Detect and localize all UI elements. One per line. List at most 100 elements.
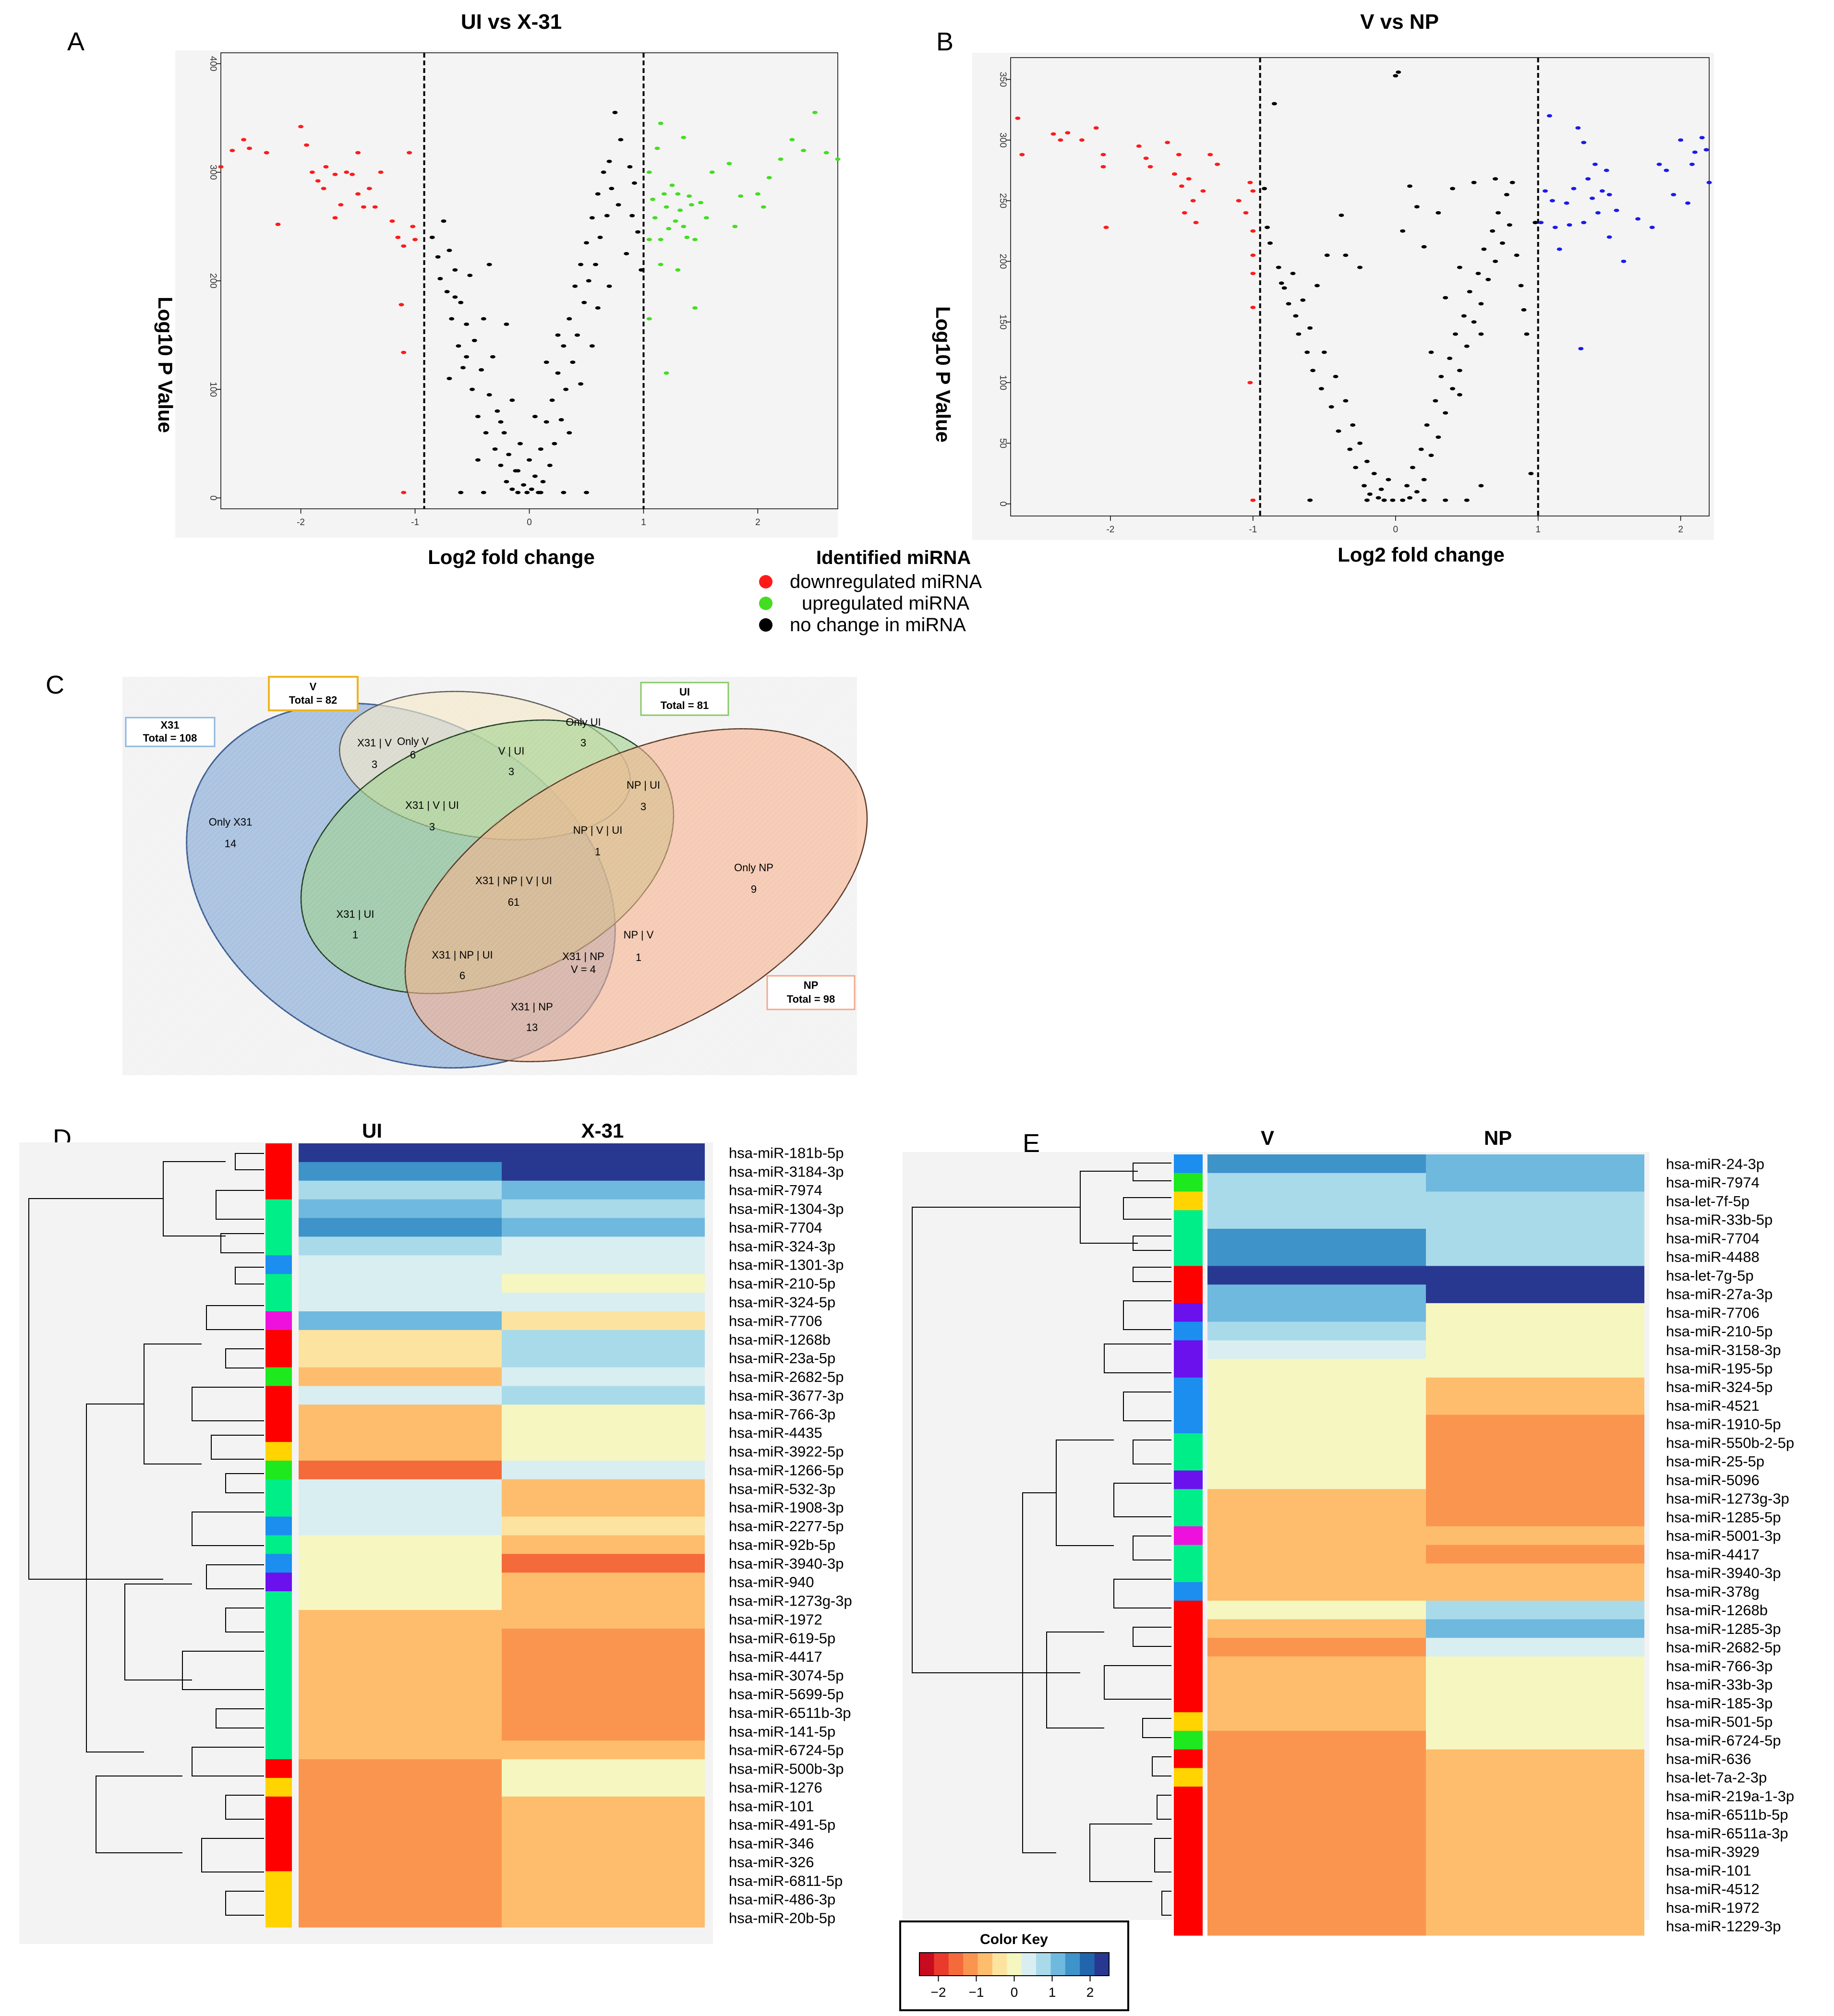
venn-box-np-title: NP: [804, 979, 819, 991]
dendrogram-branch: [182, 1651, 264, 1690]
heatmap-cell: [299, 1628, 502, 1648]
point-downregulated-miRNA: [241, 138, 247, 142]
panel-letter-c: C: [46, 671, 64, 699]
dendrogram-branch: [1142, 1718, 1171, 1738]
point-no-change-in-miRNA: [529, 487, 534, 491]
row-label: hsa-miR-3158-3p: [1666, 1342, 1781, 1358]
point-downregulated-miRNA: [1065, 131, 1071, 135]
point-no-change-in-miRNA: [1400, 229, 1406, 233]
group-color-cell: [1174, 1321, 1203, 1341]
row-label: hsa-miR-324-5p: [1666, 1379, 1773, 1395]
venn-box-np-total: Total = 98: [787, 993, 835, 1005]
point-no-change-in-miRNA: [581, 300, 587, 304]
point-no-change-in-miRNA: [1328, 405, 1334, 409]
heatmap-cell: [1207, 1712, 1426, 1731]
heatmap-cell: [502, 1834, 705, 1853]
group-color-cell: [1174, 1377, 1203, 1397]
point-downregulated-miRNA: [1186, 177, 1192, 181]
dendrogram-branch: [1133, 1163, 1171, 1181]
point-upregulated-miRNA: [1571, 187, 1577, 191]
point-upregulated-miRNA: [1671, 192, 1677, 196]
row-label: hsa-miR-550b-2-5p: [1666, 1434, 1794, 1451]
plot-b-axes: -2 -1 0 1 2 0 50 100 150 200 250 300 350: [998, 72, 1683, 535]
heatmap-cell: [1426, 1321, 1644, 1341]
heatmap-cell: [299, 1348, 502, 1368]
heatmap-cell: [1207, 1861, 1426, 1880]
y-tick-label: 0: [208, 495, 218, 501]
point-no-change-in-miRNA: [495, 409, 500, 413]
heatmap-cell: [502, 1255, 705, 1274]
dendrogram-branch: [225, 1795, 264, 1820]
point-downregulated-miRNA: [1250, 229, 1256, 233]
volcano-plot-a: A UI vs X-31 Log2 fold change Log10 P Va…: [67, 10, 841, 568]
group-color-cell: [1174, 1154, 1203, 1174]
point-no-change-in-miRNA: [1367, 492, 1373, 496]
point-no-change-in-miRNA: [515, 491, 521, 494]
heatmap-cell: [299, 1143, 502, 1163]
heatmap-d: D UI X-31 hsa-miR-181b-5phsa-miR-3184-3p…: [19, 1119, 852, 1944]
heatmap-cell: [502, 1180, 705, 1200]
point-upregulated-miRNA: [646, 170, 652, 174]
venn-region-x31-v-label: X31 | V: [357, 737, 392, 749]
heatmap-cell: [299, 1274, 502, 1293]
heatmap-cell: [1426, 1879, 1644, 1899]
heatmap-cell: [1426, 1284, 1644, 1304]
heatmap-d-dendrogram: [28, 1153, 264, 1916]
point-upregulated-miRNA: [675, 268, 681, 272]
row-label: hsa-miR-6724-5p: [729, 1742, 844, 1759]
point-no-change-in-miRNA: [524, 491, 530, 494]
heatmap-cell: [1426, 1638, 1644, 1657]
point-upregulated-miRNA: [698, 201, 703, 204]
heatmap-cell: [299, 1759, 502, 1778]
point-no-change-in-miRNA: [578, 382, 584, 386]
point-no-change-in-miRNA: [1428, 350, 1434, 354]
dendrogram-branch: [225, 1608, 264, 1632]
panel-letter-b: B: [936, 27, 953, 56]
point-upregulated-miRNA: [681, 135, 687, 139]
venn-region-x31-np-label: X31 | NP: [511, 1001, 553, 1013]
point-no-change-in-miRNA: [460, 366, 466, 370]
point-no-change-in-miRNA: [435, 255, 441, 259]
dendrogram-branch: [86, 1404, 144, 1752]
group-color-cell: [1174, 1173, 1203, 1192]
row-label: hsa-miR-1908-3p: [729, 1499, 844, 1516]
point-no-change-in-miRNA: [1347, 447, 1353, 451]
point-no-change-in-miRNA: [1443, 411, 1448, 415]
point-downregulated-miRNA: [1200, 189, 1206, 193]
point-no-change-in-miRNA: [483, 431, 489, 435]
row-label: hsa-miR-1304-3p: [729, 1200, 844, 1217]
point-upregulated-miRNA: [1581, 221, 1587, 225]
point-upregulated-miRNA: [778, 157, 784, 161]
color-key-swatch: [1021, 1953, 1037, 1976]
venn-region-only-x31-value: 14: [225, 838, 236, 850]
heatmap-cell: [299, 1386, 502, 1405]
point-downregulated-miRNA: [246, 146, 252, 150]
point-no-change-in-miRNA: [1318, 387, 1324, 391]
point-no-change-in-miRNA: [561, 344, 567, 348]
venn-region-x31-v-ui-label: X31 | V | UI: [405, 799, 459, 811]
point-upregulated-miRNA: [688, 203, 694, 207]
point-no-change-in-miRNA: [1357, 265, 1363, 269]
heatmap-cell: [502, 1777, 705, 1797]
row-label: hsa-miR-2277-5p: [729, 1518, 844, 1535]
heatmap-cell: [1426, 1508, 1644, 1527]
row-label: hsa-miR-6724-5p: [1666, 1732, 1781, 1749]
group-color-cell: [265, 1442, 292, 1461]
point-no-change-in-miRNA: [586, 279, 591, 283]
heatmap-cell: [502, 1330, 705, 1349]
heatmap-cell: [1207, 1470, 1426, 1489]
point-no-change-in-miRNA: [481, 491, 486, 494]
point-no-change-in-miRNA: [470, 387, 475, 391]
point-upregulated-miRNA: [684, 236, 690, 240]
group-color-cell: [1174, 1415, 1203, 1434]
row-label: hsa-miR-219a-1-3p: [1666, 1788, 1794, 1804]
heatmap-cell: [299, 1815, 502, 1835]
point-upregulated-miRNA: [760, 205, 766, 209]
point-no-change-in-miRNA: [515, 469, 521, 473]
heatmap-cell: [1426, 1377, 1644, 1397]
point-downregulated-miRNA: [361, 205, 366, 209]
heatmap-cell: [1207, 1526, 1426, 1546]
point-downregulated-miRNA: [1079, 138, 1085, 142]
group-color-cell: [265, 1647, 292, 1667]
point-no-change-in-miRNA: [1490, 229, 1496, 233]
